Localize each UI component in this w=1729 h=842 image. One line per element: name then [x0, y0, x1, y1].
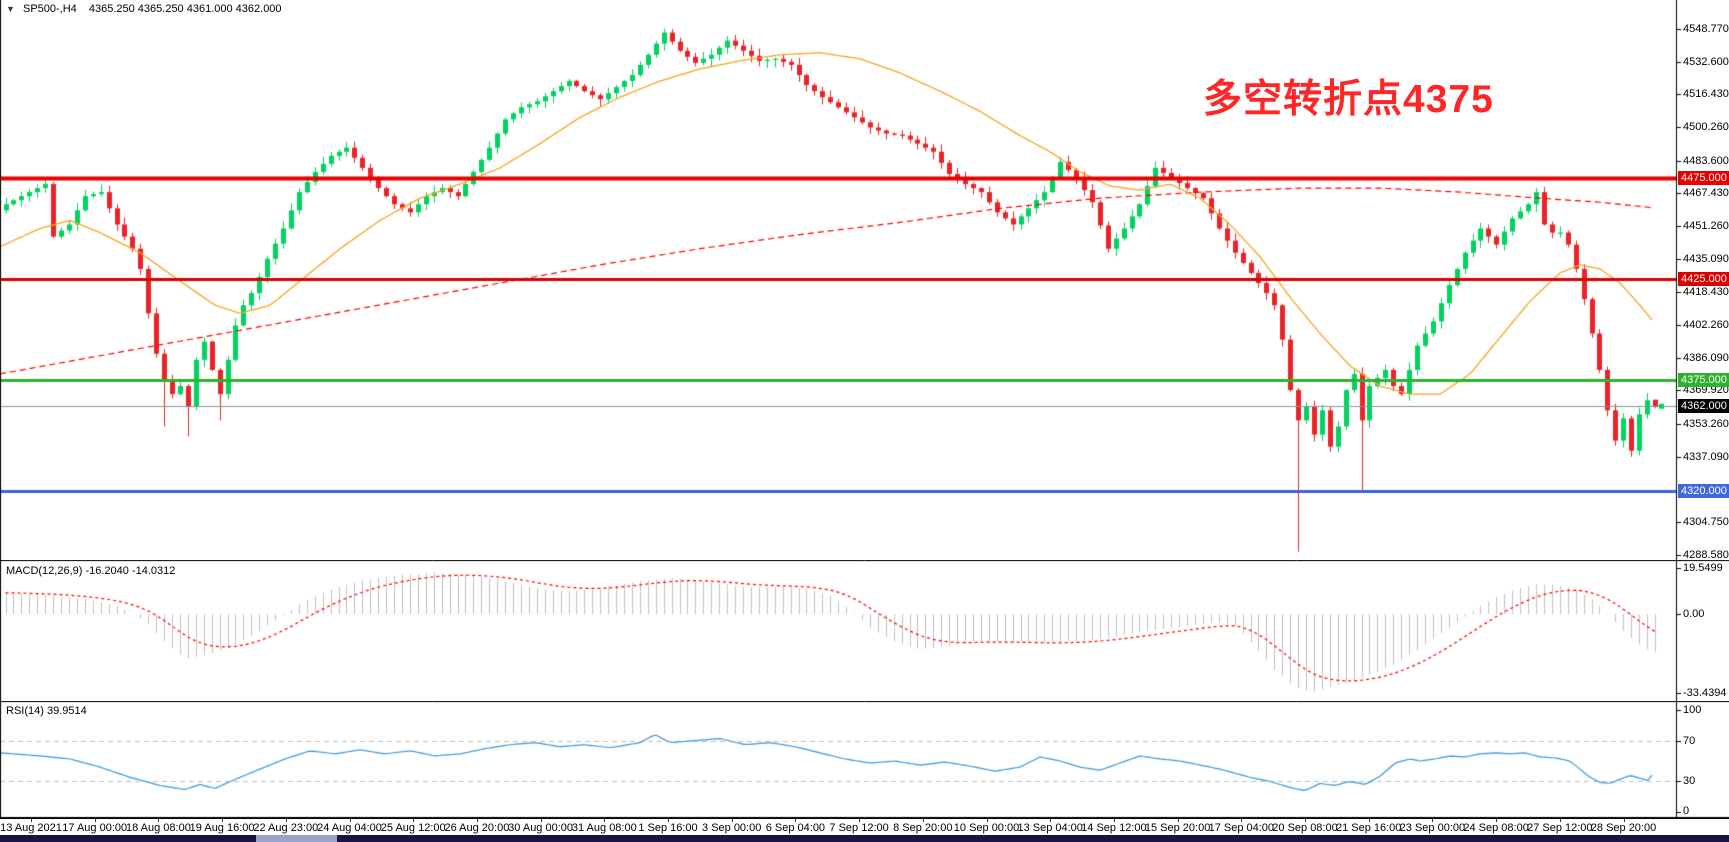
time-axis-label: 8 Sep 20:00: [893, 822, 953, 834]
annotation-text[interactable]: 多空转折点4375: [1203, 78, 1494, 121]
main-chart-canvas[interactable]: [0, 0, 1729, 560]
time-axis-tick: [923, 819, 924, 822]
macd-indicator-label: MACD(12,26,9) -16.2040 -14.0312: [6, 565, 176, 577]
rsi-indicator-label: RSI(14) 39.9514: [6, 705, 87, 717]
time-axis-tick: [541, 819, 542, 822]
time-axis-tick: [1496, 819, 1497, 822]
time-axis-tick: [1560, 819, 1561, 822]
time-axis-tick: [1050, 819, 1051, 822]
symbol-timeframe-label: SP500-,H4: [22, 3, 77, 16]
time-axis-tick: [1114, 819, 1115, 822]
rsi-panel-canvas[interactable]: [0, 701, 1729, 818]
time-axis-label: 22 Aug 23:00: [253, 822, 319, 834]
time-axis-label: 17 Aug 00:00: [62, 822, 128, 834]
time-axis-tick: [1624, 819, 1625, 822]
time-axis-label: 31 Aug 08:00: [571, 822, 637, 834]
time-axis-label: 26 Aug 20:00: [444, 822, 510, 834]
time-axis[interactable]: 13 Aug 2021 17 Aug 00:00 18 Aug 08:00 19 Au…: [0, 818, 1729, 835]
time-axis-tick: [1241, 819, 1242, 822]
time-axis-label: 27 Sep 12:00: [1527, 822, 1593, 834]
time-axis-tick: [1369, 819, 1370, 822]
time-axis-label: 3 Sep 00:00: [702, 822, 762, 834]
time-axis-tick: [604, 819, 605, 822]
bottom-scrollbar[interactable]: [0, 835, 1729, 842]
time-axis-label: 1 Sep 16:00: [638, 822, 698, 834]
time-axis-label: 24 Aug 04:00: [317, 822, 382, 834]
time-axis-label: 17 Sep 04:00: [1208, 822, 1275, 834]
time-axis-tick: [732, 819, 733, 822]
time-axis-label: 18 Aug 08:00: [125, 822, 191, 834]
time-axis-label: 7 Sep 12:00: [829, 822, 889, 834]
collapse-chart-icon[interactable]: ▼: [6, 4, 15, 15]
time-axis-tick: [222, 819, 223, 822]
time-axis-tick: [350, 819, 351, 822]
ohlc-values: 4365.250 4365.250 4361.000 4362.000: [88, 3, 282, 16]
time-axis-label: 30 Aug 00:00: [508, 822, 574, 834]
time-axis-tick: [413, 819, 414, 822]
time-axis-label: 21 Sep 16:00: [1335, 822, 1402, 834]
time-axis-label: 23 Sep 00:00: [1399, 822, 1466, 834]
time-axis-tick: [31, 819, 32, 822]
time-axis-tick: [286, 819, 287, 822]
time-axis-label: 28 Sep 20:00: [1590, 822, 1657, 834]
time-axis-tick: [859, 819, 860, 822]
time-axis-label: 24 Sep 08:00: [1463, 822, 1529, 834]
time-axis-label: 13 Sep 04:00: [1017, 822, 1083, 834]
time-axis-label: 13 Aug 2021: [0, 822, 62, 834]
time-axis-tick: [95, 819, 96, 822]
time-axis-tick: [668, 819, 669, 822]
time-axis-tick: [795, 819, 796, 822]
time-axis-label: 14 Sep 12:00: [1081, 822, 1147, 834]
time-axis-label: 15 Sep 20:00: [1144, 822, 1211, 834]
macd-panel-canvas[interactable]: [0, 560, 1729, 701]
time-axis-tick: [987, 819, 988, 822]
chart-title: ▼ SP500-,H4 4365.250 4365.250 4361.000 4…: [6, 3, 282, 15]
time-axis-tick: [1305, 819, 1306, 822]
time-axis-label: 25 Aug 12:00: [380, 822, 446, 834]
time-axis-tick: [477, 819, 478, 822]
time-axis-tick: [1178, 819, 1179, 822]
time-axis-tick: [158, 819, 159, 822]
time-axis-label: 20 Sep 08:00: [1272, 822, 1338, 834]
time-axis-label: 19 Aug 16:00: [189, 822, 255, 834]
time-axis-label: 10 Sep 00:00: [953, 822, 1020, 834]
time-axis-label: 6 Sep 04:00: [765, 822, 826, 834]
time-axis-tick: [1432, 819, 1433, 822]
scrollbar-thumb[interactable]: [256, 835, 337, 842]
